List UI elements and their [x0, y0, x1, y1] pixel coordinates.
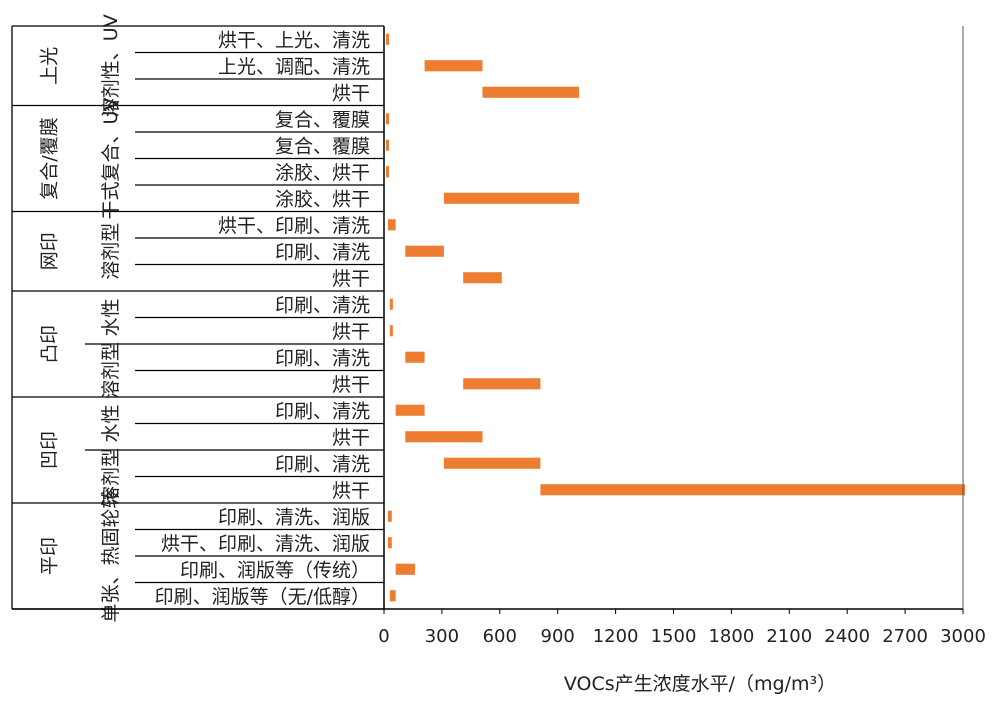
- category-label: 烘干、印刷、清洗、润版: [161, 533, 370, 555]
- bar: [540, 484, 965, 496]
- bar: [386, 139, 389, 151]
- bar: [443, 192, 579, 204]
- category-label: 印刷、清洗: [275, 453, 370, 475]
- subgroup-label: 水性: [100, 404, 122, 442]
- bar: [405, 245, 444, 257]
- category-label: 涂胶、烘干: [275, 188, 370, 210]
- x-tick-label: 0: [378, 626, 389, 647]
- x-tick-label: 2700: [882, 626, 928, 647]
- subgroup-label: 溶剂型: [100, 342, 122, 399]
- category-labels: 烘干、上光、清洗上光、调配、清洗烘干复合、覆膜复合、覆膜涂胶、烘干涂胶、烘干烘干…: [155, 29, 370, 608]
- x-tick-label: 300: [425, 626, 459, 647]
- group-label: 上光: [39, 47, 61, 85]
- subgroup-label: 溶剂性、UV: [100, 14, 122, 117]
- x-tick-label: 1500: [651, 626, 697, 647]
- bar: [405, 431, 483, 443]
- bar: [482, 86, 579, 98]
- category-label: 涂胶、烘干: [275, 162, 370, 184]
- x-axis-title: VOCs产生浓度水平/（mg/m³）: [564, 673, 836, 695]
- bar: [389, 298, 393, 310]
- bar: [386, 166, 389, 178]
- bar: [387, 510, 392, 522]
- bar: [387, 219, 396, 231]
- x-tick-label: 1200: [593, 626, 639, 647]
- bar: [389, 590, 396, 602]
- subgroup-label: 干式复合、UV: [100, 98, 122, 220]
- category-label: 烘干、印刷、清洗: [218, 215, 370, 237]
- group-label: 凹印: [39, 431, 61, 469]
- category-label: 印刷、清洗: [275, 400, 370, 422]
- bar: [463, 378, 541, 390]
- bar: [405, 351, 425, 363]
- subgroup-label: 单张、热固轮转: [100, 489, 122, 622]
- category-label: 烘干: [332, 480, 370, 502]
- subgroup-label: 水性: [100, 298, 122, 336]
- x-tick-label: 2400: [824, 626, 870, 647]
- category-label: 烘干: [332, 321, 370, 343]
- category-label: 烘干、上光、清洗: [218, 29, 370, 51]
- category-label: 烘干: [332, 82, 370, 104]
- bar: [424, 60, 483, 72]
- category-label: 复合、覆膜: [275, 135, 370, 157]
- x-tick-label: 600: [483, 626, 517, 647]
- category-label: 烘干: [332, 374, 370, 396]
- category-label: 印刷、清洗: [275, 347, 370, 369]
- category-label: 印刷、清洗: [275, 241, 370, 263]
- group-label: 网印: [39, 232, 61, 270]
- bar: [387, 537, 392, 549]
- category-label: 印刷、清洗: [275, 294, 370, 316]
- bar: [386, 33, 389, 45]
- category-label: 烘干: [332, 268, 370, 290]
- category-label: 上光、调配、清洗: [218, 56, 370, 78]
- x-tick-label: 1800: [708, 626, 754, 647]
- bar: [463, 272, 502, 284]
- category-label: 印刷、润版等（传统）: [180, 559, 370, 581]
- category-label: 印刷、润版等（无/低醇）: [155, 586, 370, 608]
- bar: [389, 325, 393, 337]
- x-tick-label: 3000: [940, 626, 986, 647]
- category-label: 复合、覆膜: [275, 109, 370, 131]
- category-label: 印刷、清洗、润版: [218, 506, 370, 528]
- group-label: 复合/覆膜: [39, 117, 61, 199]
- category-label: 烘干: [332, 427, 370, 449]
- bar: [395, 404, 425, 416]
- subgroup-label: 溶剂型: [100, 223, 122, 280]
- bars: [386, 33, 965, 602]
- group-label: 平印: [39, 537, 61, 575]
- x-ticks: 0 300 600 900 1200 1500 1800 2100 2400 2700 3000: [378, 609, 986, 647]
- x-tick-label: 2100: [766, 626, 812, 647]
- subgroup-label: 溶剂型: [100, 448, 122, 505]
- bar: [386, 113, 389, 125]
- bar: [443, 457, 541, 469]
- bar: [395, 563, 415, 575]
- group-label: 凸印: [39, 325, 61, 363]
- axes: [12, 26, 964, 610]
- x-tick-label: 900: [541, 626, 575, 647]
